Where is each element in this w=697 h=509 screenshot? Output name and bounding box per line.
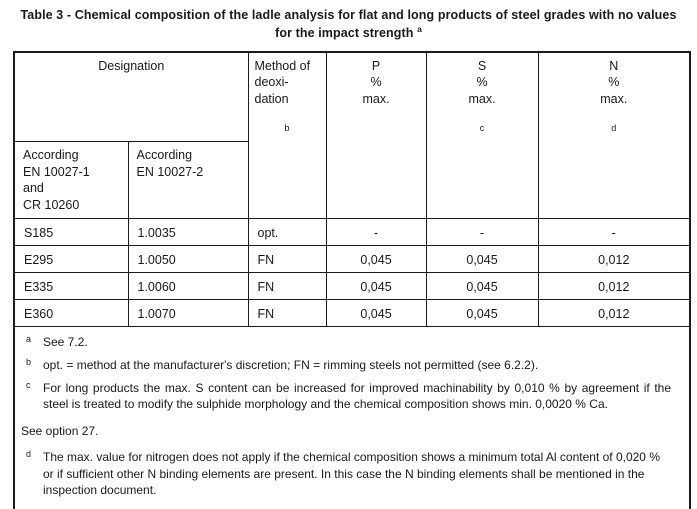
title-footnote-ref: a xyxy=(417,23,422,34)
footnote-d: d The max. value for nitrogen does not a… xyxy=(19,449,685,499)
sulphur-header-cell: S % max. c xyxy=(425,51,539,220)
cell-s-max: - xyxy=(425,218,539,247)
sulphur-header-label: S % max. xyxy=(468,58,496,106)
cell-grade-name: E335 xyxy=(13,272,129,301)
footnote-c: c For long products the max. S content c… xyxy=(19,380,685,413)
cell-grade-number: 1.0035 xyxy=(127,218,249,247)
table-row: S185 1.0035 opt. - - - xyxy=(13,218,691,247)
cell-grade-name: S185 xyxy=(13,218,129,247)
cell-p-max: - xyxy=(325,218,427,247)
footnotes-row: a See 7.2. b opt. = method at the manufa… xyxy=(13,326,691,509)
cell-grade-number: 1.0050 xyxy=(127,245,249,274)
cell-grade-name: E360 xyxy=(13,299,129,328)
cell-p-max: 0,045 xyxy=(325,245,427,274)
cell-n-max: 0,012 xyxy=(537,245,691,274)
footnote-a-text: See 7.2. xyxy=(43,335,88,350)
nitrogen-footnote-ref: d xyxy=(611,123,617,134)
see-option-note: See option 27. xyxy=(21,423,99,438)
table-title: Table 3 - Chemical composition of the la… xyxy=(0,0,697,42)
according-en10027-2-header-cell: According EN 10027-2 xyxy=(127,141,249,220)
method-header-label: Method of deoxi- dation xyxy=(254,58,311,106)
footnote-d-marker: d xyxy=(26,449,32,460)
method-of-deoxidation-header-cell: Method of deoxi- dation b xyxy=(247,51,327,220)
according-en10027-1-header-cell: According EN 10027-1 and CR 10260 xyxy=(13,141,129,220)
cell-deoxidation: FN xyxy=(247,272,327,301)
cell-p-max: 0,045 xyxy=(325,272,427,301)
phosphorus-header-label: P % max. xyxy=(362,58,390,106)
cell-deoxidation: opt. xyxy=(247,218,327,247)
footnote-a: a See 7.2. xyxy=(19,334,685,351)
footnote-a-marker: a xyxy=(26,334,32,345)
cell-s-max: 0,045 xyxy=(425,245,539,274)
table-row: E335 1.0060 FN 0,045 0,045 0,012 xyxy=(13,272,691,301)
cell-grade-number: 1.0060 xyxy=(127,272,249,301)
cell-s-max: 0,045 xyxy=(425,272,539,301)
cell-deoxidation: FN xyxy=(247,299,327,328)
table-row: E360 1.0070 FN 0,045 0,045 0,012 xyxy=(13,299,691,328)
chemical-composition-table: Designation Method of deoxi- dation b P … xyxy=(13,50,692,509)
footnote-b-text: opt. = method at the manufacturer's disc… xyxy=(43,357,539,372)
cell-deoxidation: FN xyxy=(247,245,327,274)
footnote-b: b opt. = method at the manufacturer's di… xyxy=(19,357,685,374)
designation-header-cell: Designation xyxy=(13,51,249,143)
footnote-c-marker: c xyxy=(26,379,31,390)
table-row: E295 1.0050 FN 0,045 0,045 0,012 xyxy=(13,245,691,274)
sulphur-footnote-ref: c xyxy=(479,123,485,134)
nitrogen-header-cell: N % max. d xyxy=(537,51,691,220)
phosphorus-header-cell: P % max. xyxy=(325,51,427,220)
cell-grade-number: 1.0070 xyxy=(127,299,249,328)
footnotes-cell: a See 7.2. b opt. = method at the manufa… xyxy=(13,326,691,509)
cell-n-max: 0,012 xyxy=(537,272,691,301)
cell-n-max: 0,012 xyxy=(537,299,691,328)
footnote-c-text: For long products the max. S content can… xyxy=(43,380,672,412)
cell-n-max: - xyxy=(537,218,691,247)
nitrogen-header-label: N % max. xyxy=(600,58,628,106)
cell-grade-name: E295 xyxy=(13,245,129,274)
footnote-d-text: The max. value for nitrogen does not app… xyxy=(43,450,660,498)
header-row-top: Designation Method of deoxi- dation b P … xyxy=(13,51,691,220)
header-row-according: According EN 10027-1 and CR 10260 Accord… xyxy=(13,141,690,220)
method-footnote-ref: b xyxy=(284,123,290,134)
footnote-b-marker: b xyxy=(26,356,32,367)
cell-p-max: 0,045 xyxy=(325,299,427,328)
table-title-text: Table 3 - Chemical composition of the la… xyxy=(20,8,677,41)
cell-s-max: 0,045 xyxy=(425,299,539,328)
